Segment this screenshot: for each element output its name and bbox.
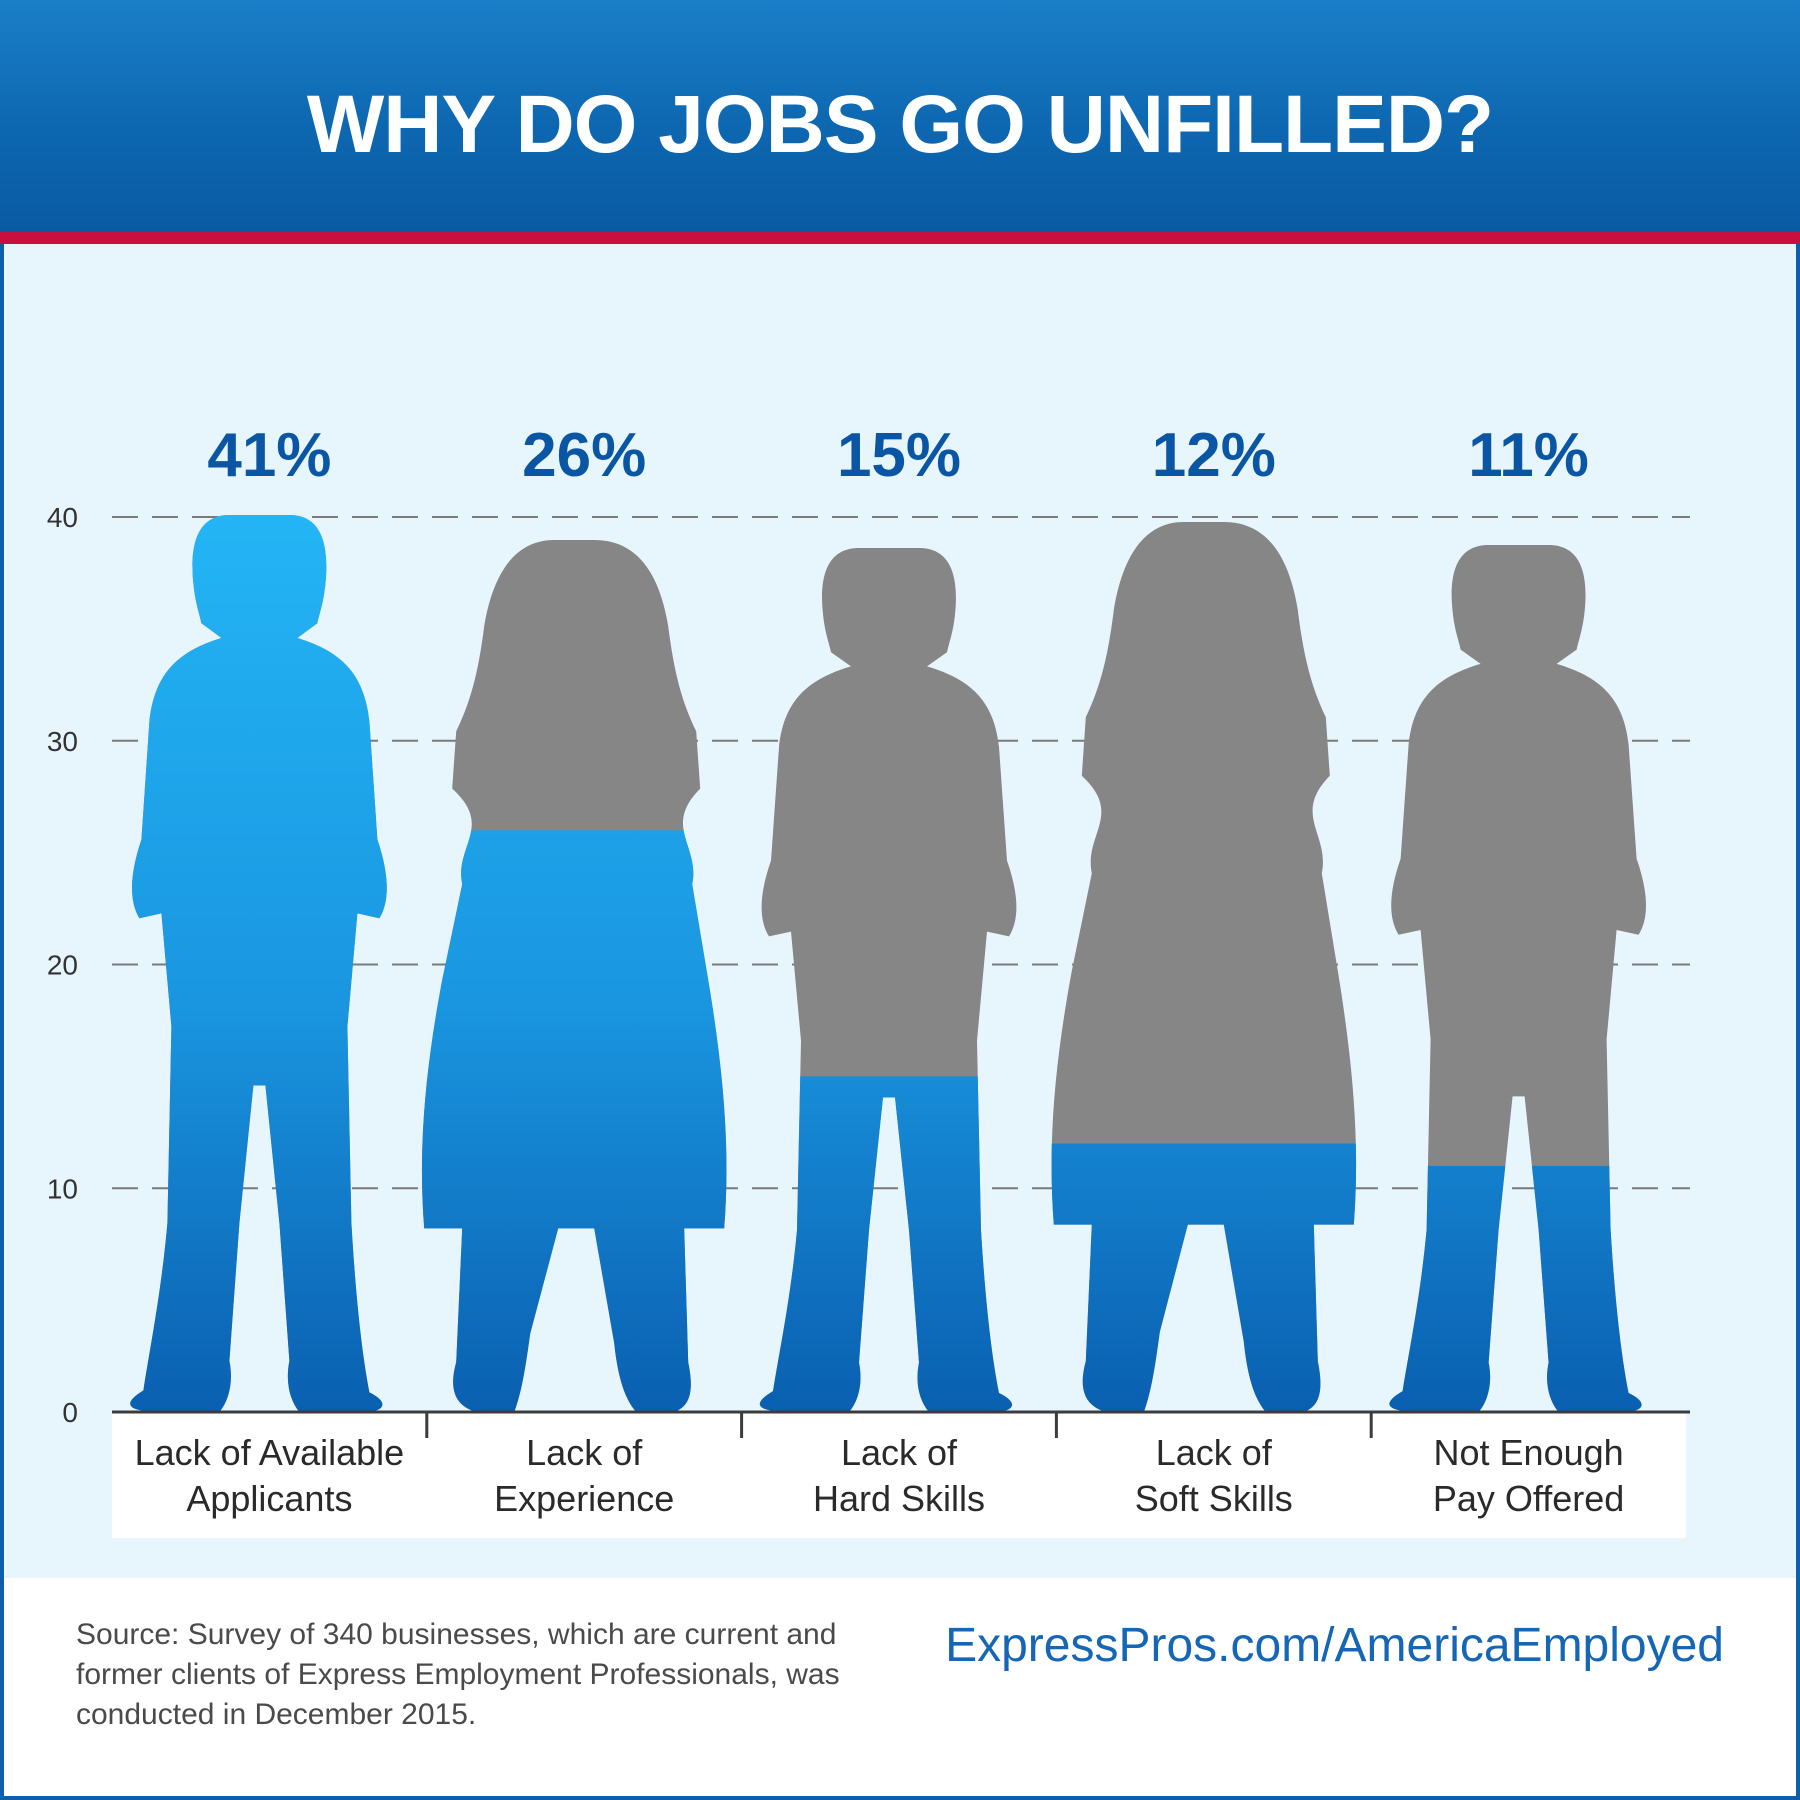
person-bar (421, 540, 727, 1412)
category-label: Not Enough (1434, 1432, 1624, 1473)
value-label: 11% (1468, 421, 1589, 490)
person-bar (1051, 522, 1357, 1412)
person-bar (759, 548, 1017, 1413)
person-silhouette-fill (421, 830, 727, 1412)
y-tick-label: 10 (47, 1173, 78, 1204)
y-tick-label: 0 (62, 1397, 78, 1428)
value-label: 12% (1152, 421, 1276, 490)
category-label: Hard Skills (813, 1478, 985, 1519)
source-note: Source: Survey of 340 businesses, which … (76, 1618, 840, 1731)
category-label: Lack of (526, 1432, 643, 1473)
chart-panel: 0 10 20 30 40 41% Lack of Available Applicants… (0, 244, 1800, 1578)
website-link[interactable]: ExpressPros.com/AmericaEmployed (945, 1619, 1724, 1672)
person-silhouette-fill (1051, 1143, 1357, 1412)
category-label: Pay Offered (1433, 1478, 1624, 1519)
person-silhouette-fill (130, 515, 387, 1413)
value-label: 26% (522, 421, 646, 490)
chart: 0 10 20 30 40 41% Lack of Available Applicants… (47, 421, 1690, 1538)
category-label: Experience (494, 1478, 674, 1519)
category-label: Soft Skills (1135, 1478, 1293, 1519)
category-label-band (112, 1412, 1686, 1538)
category-label: Lack of (841, 1432, 958, 1473)
y-tick-label: 30 (47, 726, 78, 757)
person-bar (130, 515, 387, 1413)
value-label: 15% (837, 421, 961, 490)
y-tick-label: 20 (47, 950, 78, 981)
header-banner (0, 0, 1800, 232)
y-tick-label: 40 (47, 502, 78, 533)
category-label: Lack of (1156, 1432, 1273, 1473)
person-silhouette-empty (1389, 545, 1647, 1413)
person-silhouette-empty (759, 548, 1017, 1413)
category-label: Applicants (186, 1478, 352, 1519)
person-silhouette-fill (1389, 1165, 1647, 1413)
value-label: 41% (207, 421, 331, 490)
page-title: WHY DO JOBS GO UNFILLED? (306, 79, 1494, 170)
person-silhouette-empty (1051, 522, 1357, 1412)
person-bar (1389, 545, 1647, 1413)
category-label: Lack of Available (135, 1432, 405, 1473)
header-divider (0, 232, 1800, 244)
person-silhouette-fill (759, 1076, 1017, 1413)
